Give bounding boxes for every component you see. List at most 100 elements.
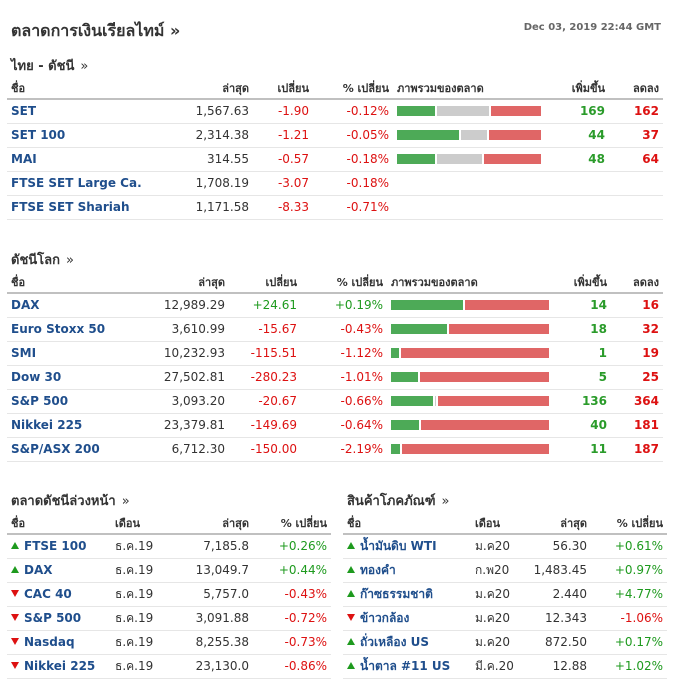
index-name-link[interactable]: DAX: [11, 298, 40, 313]
contract-month: ม.ค20: [471, 630, 527, 655]
last-value: 23,379.81: [137, 413, 229, 438]
thai-indices-more-icon[interactable]: »: [80, 59, 89, 74]
instrument-name-link[interactable]: DAX: [24, 563, 53, 577]
last-value: 314.55: [177, 147, 253, 172]
index-name-link[interactable]: S&P/ASX 200: [11, 442, 100, 456]
last-value: 2,314.38: [177, 123, 253, 148]
breadth-unchanged-segment: [434, 396, 437, 406]
world-indices-title[interactable]: ดัชนีโลก »: [11, 249, 74, 270]
index-name-link[interactable]: Nikkei 225: [11, 418, 83, 432]
table-row: FTSE SET Large Ca. 1,708.19 -3.07 -0.18%: [7, 171, 663, 196]
breadth-cell: [393, 99, 545, 124]
breadth-down-segment: [464, 300, 549, 311]
futures-title[interactable]: ตลาดดัชนีล่วงหน้า »: [11, 490, 130, 511]
pct-change-value: +0.17%: [591, 630, 667, 655]
index-cell: FTSE SET Shariah: [7, 195, 177, 220]
table-row: DAX 12,989.29 +24.61 +0.19% 14 16: [7, 293, 663, 318]
arrow-up-icon: [347, 661, 355, 669]
breadth-down-segment: [449, 324, 549, 334]
pct-change-value: +0.97%: [591, 558, 667, 583]
futures-more-icon[interactable]: »: [121, 494, 130, 509]
market-breadth-bar: [391, 444, 549, 454]
index-name-link[interactable]: FTSE SET Large Ca.: [11, 176, 142, 190]
col-header-name: ชื่อ: [7, 512, 111, 535]
commodities-more-icon[interactable]: »: [441, 494, 450, 509]
last-value: 8,255.38: [173, 630, 253, 655]
col-header-change: เปลี่ยน: [253, 77, 313, 100]
index-name-link[interactable]: Euro Stoxx 50: [11, 322, 106, 336]
breadth-down-segment: [489, 130, 541, 140]
thai-indices-title[interactable]: ไทย - ดัชนี »: [11, 55, 88, 76]
index-name-link[interactable]: SET 100: [11, 128, 66, 142]
table-header-row: ชื่อ ล่าสุด เปลี่ยน % เปลี่ยน ภาพรวมของต…: [7, 271, 663, 294]
change-value: -150.00: [229, 437, 301, 462]
index-name-link[interactable]: MAI: [11, 152, 37, 166]
breadth-down-segment: [490, 106, 541, 117]
instrument-name-link[interactable]: ข้าวกล้อง: [360, 610, 410, 625]
contract-month: ธ.ค.19: [111, 606, 173, 631]
advancers-count: 40: [553, 413, 611, 438]
index-name-link[interactable]: Dow 30: [11, 370, 62, 384]
instrument-name-link[interactable]: ก๊าซธรรมชาติ: [360, 586, 433, 601]
futures-rows: FTSE 100 ธ.ค.19 7,185.8 +0.26% DAX ธ.ค.19 13,0…: [7, 534, 331, 679]
col-header-up: เพิ่มขึ้น: [553, 271, 611, 294]
table-row: S&P 500 ธ.ค.19 3,091.88 -0.72%: [7, 606, 331, 631]
market-breadth-bar: [391, 396, 549, 406]
pct-change-value: -0.71%: [313, 195, 393, 220]
pct-change-value: -0.64%: [301, 413, 387, 438]
commodities-title[interactable]: สินค้าโภคภัณฑ์ »: [347, 490, 449, 511]
index-cell: FTSE SET Large Ca.: [7, 171, 177, 196]
last-value: 12,989.29: [137, 293, 229, 318]
breadth-up-segment: [391, 348, 399, 358]
index-cell: SET: [7, 99, 177, 124]
pct-change-value: +4.77%: [591, 582, 667, 607]
pct-change-value: -2.19%: [301, 437, 387, 462]
col-header-month: เดือน: [111, 512, 173, 535]
decliners-count: 181: [611, 413, 663, 438]
breadth-cell: [393, 195, 545, 220]
instrument-name-link[interactable]: Nasdaq: [24, 635, 75, 649]
breadth-down-segment: [400, 348, 549, 358]
instrument-name-link[interactable]: CAC 40: [24, 587, 72, 601]
table-row: FTSE 100 ธ.ค.19 7,185.8 +0.26%: [7, 534, 331, 559]
instrument-name-link[interactable]: น้ำตาล #11 US: [360, 658, 451, 673]
pct-change-value: -0.43%: [253, 582, 331, 607]
index-name-link[interactable]: SMI: [11, 346, 37, 360]
index-name-link[interactable]: S&P 500: [11, 394, 69, 408]
instrument-name-link[interactable]: Nikkei 225: [24, 659, 96, 673]
col-header-pct: % เปลี่ยน: [313, 77, 393, 100]
col-header-last: ล่าสุด: [527, 512, 591, 535]
advancers-count: [545, 195, 609, 220]
instrument-name-link[interactable]: FTSE 100: [24, 539, 87, 554]
breadth-up-segment: [397, 154, 435, 164]
index-cell: Nikkei 225: [7, 413, 137, 438]
table-row: Dow 30 27,502.81 -280.23 -1.01% 5 25: [7, 365, 663, 390]
breadth-up-segment: [391, 396, 433, 406]
pct-change-value: +0.44%: [253, 558, 331, 583]
instrument-name-link[interactable]: น้ำมันดิบ WTI: [360, 538, 437, 553]
pct-change-value: -0.18%: [313, 147, 393, 172]
index-name-link[interactable]: SET: [11, 104, 37, 119]
last-value: 27,502.81: [137, 365, 229, 390]
last-value: 56.30: [527, 534, 591, 559]
page-title[interactable]: ตลาดการเงินเรียลไทม์ »: [11, 21, 181, 40]
thai-indices-table: ชื่อ ล่าสุด เปลี่ยน % เปลี่ยน ภาพรวมของต…: [7, 77, 663, 220]
decliners-count: 32: [611, 317, 663, 342]
breadth-unchanged-segment: [460, 130, 488, 140]
contract-month: ม.ค20: [471, 582, 527, 607]
market-breadth-bar: [391, 372, 549, 382]
contract-month: ธ.ค.19: [111, 534, 173, 559]
instrument-name-link[interactable]: S&P 500: [24, 611, 82, 625]
table-row: ถั่วเหลือง US ม.ค20 872.50 +0.17%: [343, 630, 667, 655]
col-header-name: ชื่อ: [343, 512, 471, 535]
index-name-link[interactable]: FTSE SET Shariah: [11, 200, 130, 214]
instrument-name-link[interactable]: ถั่วเหลือง US: [360, 634, 429, 649]
change-value: -8.33: [253, 195, 313, 220]
commodities-title-text: สินค้าโภคภัณฑ์: [347, 494, 436, 509]
change-value: -15.67: [229, 317, 301, 342]
world-indices-more-icon[interactable]: »: [65, 253, 74, 268]
breadth-up-segment: [391, 420, 420, 430]
breadth-cell: [387, 293, 553, 318]
commodities-rows: น้ำมันดิบ WTI ม.ค20 56.30 +0.61% ทองคำ ก.พ20 1…: [343, 534, 667, 679]
instrument-name-link[interactable]: ทองคำ: [360, 562, 396, 577]
